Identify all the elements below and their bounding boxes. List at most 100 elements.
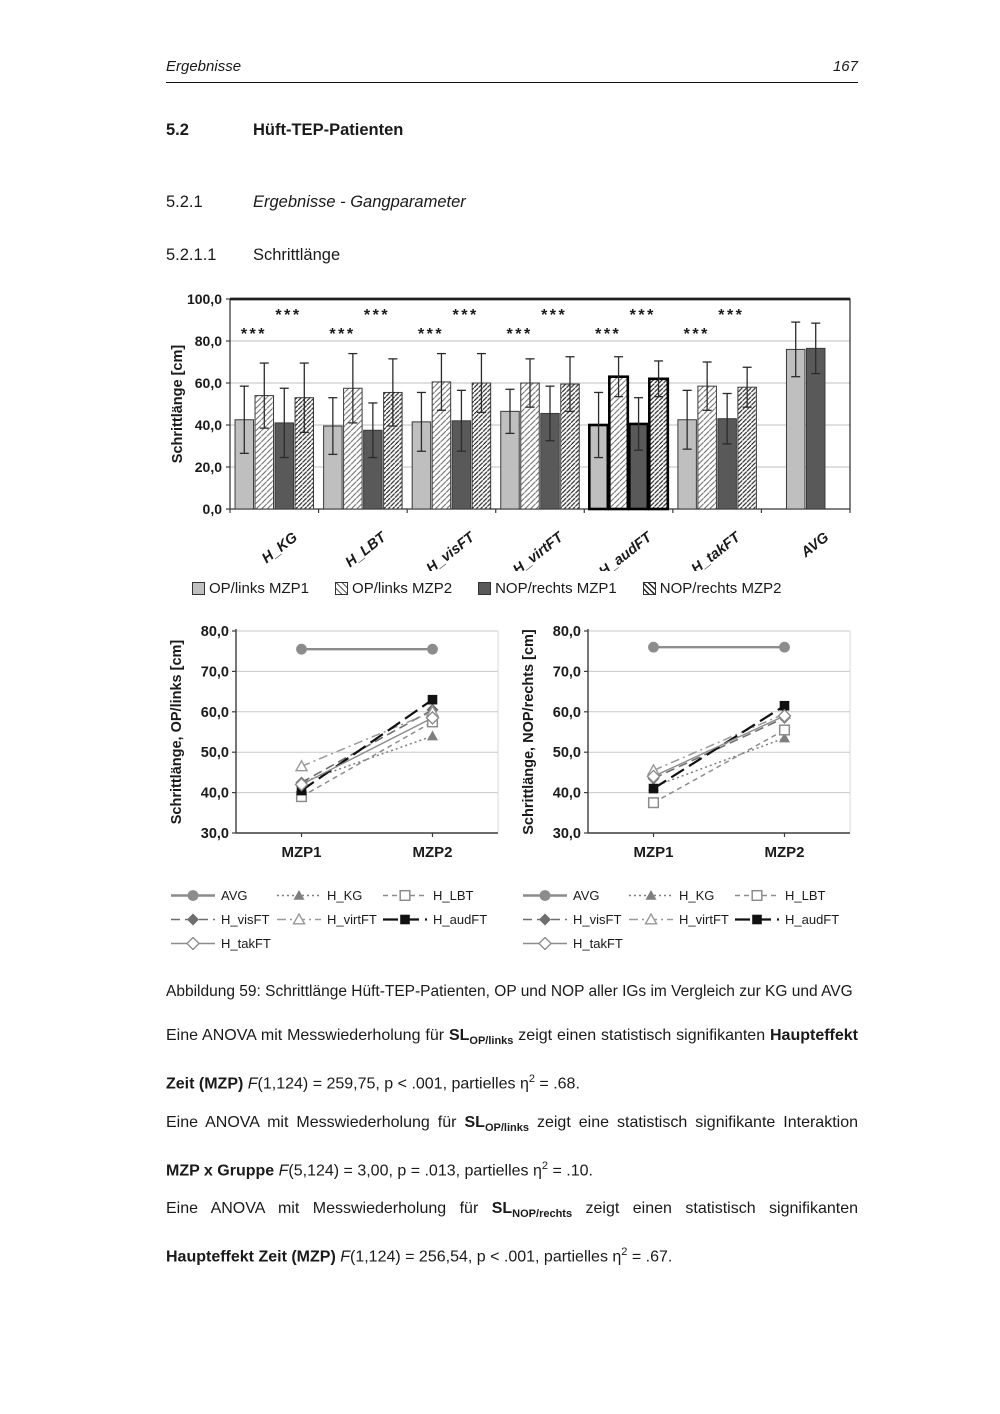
- legend-line-sample-icon: [383, 914, 427, 925]
- svg-text:***: ***: [507, 326, 533, 343]
- legend-swatch-icon: [335, 582, 349, 595]
- svg-text:20,0: 20,0: [195, 459, 222, 475]
- svg-text:60,0: 60,0: [195, 375, 222, 391]
- section-heading-5-2-1: 5.2.1 Ergebnisse - Gangparameter: [166, 193, 858, 212]
- line-legend-item: H_KG: [276, 888, 382, 903]
- legend-line-sample-icon: [629, 913, 673, 925]
- svg-text:H_audFT: H_audFT: [596, 529, 656, 571]
- legend-line-sample-icon: [735, 889, 779, 902]
- legend-label: H_LBT: [785, 888, 826, 903]
- line-legend-item: H_audFT: [734, 912, 852, 927]
- svg-text:60,0: 60,0: [553, 705, 581, 721]
- svg-text:***: ***: [453, 307, 479, 324]
- line-charts-row: 30,0 40,0 50,0 60,0 70,0 80,0 MZP1 MZP2 Schrittl…: [166, 621, 858, 951]
- line-legend-item: H_takFT: [170, 936, 276, 951]
- page-number: 167: [832, 58, 858, 75]
- line-chart-op-links: 30,0 40,0 50,0 60,0 70,0 80,0 MZP1 MZP2 Schrittl…: [169, 624, 499, 861]
- legend-label: NOP/rechts MZP2: [659, 580, 782, 597]
- legend-line-sample-icon: [383, 889, 427, 902]
- legend-line-sample-icon: [629, 890, 673, 900]
- svg-text:Schrittlänge, NOP/rechts [cm]: Schrittlänge, NOP/rechts [cm]: [521, 629, 537, 835]
- svg-text:50,0: 50,0: [553, 745, 581, 761]
- legend-line-sample-icon: [171, 890, 215, 901]
- running-header-title: Ergebnisse: [166, 58, 242, 75]
- legend-label: H_LBT: [433, 888, 474, 903]
- paragraph: Eine ANOVA mit Messwiederholung für SLOP…: [166, 1027, 859, 1093]
- line-legend-item: AVG: [522, 888, 628, 903]
- legend-line-sample-icon: [277, 890, 321, 900]
- legend-line-sample-icon: [523, 913, 567, 926]
- legend-label: H_virtFT: [327, 912, 377, 927]
- svg-text:H_LBT: H_LBT: [343, 529, 391, 571]
- line-legend-item: AVG: [170, 888, 276, 903]
- bar-chart: 0,0 20,0 40,0 60,0 80,0 100,0 Schrittlänge [cm…: [170, 291, 851, 580]
- legend-label: H_KG: [327, 888, 363, 903]
- svg-text:60,0: 60,0: [201, 705, 229, 721]
- svg-text:***: ***: [684, 326, 710, 343]
- line-chart-legend-op-links: AVG H_KG H_LBT H_visFT H_virtFT H_audFT H_takF…: [170, 888, 506, 951]
- legend-swatch-icon: [642, 582, 656, 595]
- legend-label: H_KG: [679, 888, 715, 903]
- line-chart-figure-nop-rechts: 30,0 40,0 50,0 60,0 70,0 80,0 MZP1 MZP2 Schrittl…: [518, 621, 858, 951]
- legend-line-sample-icon: [523, 890, 567, 901]
- legend-label: H_visFT: [221, 912, 270, 927]
- line-legend-item: H_visFT: [522, 912, 628, 927]
- svg-text:100,0: 100,0: [187, 291, 222, 307]
- bar-legend-item: NOP/rechts MZP2: [642, 580, 782, 597]
- line-legend-item: H_KG: [628, 888, 734, 903]
- line-legend-item: H_virtFT: [276, 912, 382, 927]
- legend-label: AVG: [221, 888, 248, 903]
- svg-text:***: ***: [241, 326, 267, 343]
- svg-text:0,0: 0,0: [203, 501, 223, 517]
- page-content: Ergebnisse 167 5.2 Hüft-TEP-Patienten 5.2…: [166, 0, 858, 1277]
- legend-label: H_virtFT: [679, 912, 729, 927]
- svg-text:Schrittlänge, OP/links [cm]: Schrittlänge, OP/links [cm]: [169, 640, 185, 825]
- svg-text:70,0: 70,0: [201, 664, 229, 680]
- section-heading-5-2-1-1: 5.2.1.1 Schrittlänge: [166, 246, 858, 265]
- svg-text:50,0: 50,0: [201, 745, 229, 761]
- svg-text:80,0: 80,0: [195, 333, 222, 349]
- svg-text:***: ***: [541, 307, 567, 324]
- header-rule: [166, 82, 858, 83]
- legend-label: H_takFT: [573, 936, 623, 951]
- section-title: Schrittlänge: [253, 246, 341, 264]
- bar-chart-legend: OP/links MZP1 OP/links MZP2 NOP/rechts MZP…: [192, 580, 858, 597]
- svg-text:80,0: 80,0: [553, 624, 581, 640]
- line-legend-item: H_visFT: [170, 912, 276, 927]
- svg-text:30,0: 30,0: [201, 826, 229, 842]
- svg-text:***: ***: [364, 307, 390, 324]
- legend-line-sample-icon: [171, 937, 215, 950]
- svg-text:***: ***: [329, 326, 355, 343]
- section-number: 5.2.1: [166, 193, 203, 211]
- section-number: 5.2: [166, 121, 189, 139]
- legend-line-sample-icon: [277, 913, 321, 925]
- section-heading-5-2: 5.2 Hüft-TEP-Patienten: [166, 121, 858, 140]
- legend-line-sample-icon: [171, 913, 215, 926]
- svg-text:***: ***: [630, 307, 656, 324]
- legend-label: AVG: [573, 888, 600, 903]
- section-number: 5.2.1.1: [166, 246, 217, 264]
- svg-text:H_visFT: H_visFT: [424, 529, 479, 571]
- svg-text:70,0: 70,0: [553, 664, 581, 680]
- section-title: Hüft-TEP-Patienten: [253, 121, 404, 139]
- svg-text:***: ***: [718, 307, 744, 324]
- svg-text:MZP2: MZP2: [412, 844, 452, 861]
- line-legend-item: H_takFT: [522, 936, 628, 951]
- line-chart-figure-op-links: 30,0 40,0 50,0 60,0 70,0 80,0 MZP1 MZP2 Schrittl…: [166, 621, 506, 951]
- legend-label: H_visFT: [573, 912, 622, 927]
- legend-line-sample-icon: [523, 937, 567, 950]
- legend-swatch-icon: [192, 582, 205, 595]
- paragraph: Eine ANOVA mit Messwiederholung für SLNO…: [166, 1200, 859, 1266]
- running-header: Ergebnisse 167: [166, 0, 858, 75]
- svg-text:MZP1: MZP1: [281, 844, 321, 861]
- bar-legend-item: NOP/rechts MZP1: [478, 580, 617, 597]
- line-legend-item: H_audFT: [382, 912, 500, 927]
- svg-text:30,0: 30,0: [553, 826, 581, 842]
- legend-label: OP/links MZP2: [352, 580, 453, 597]
- figure-caption: Abbildung 59: Schrittlänge Hüft-TEP-Pati…: [166, 983, 853, 1000]
- line-legend-item: H_LBT: [382, 888, 500, 903]
- bar-chart-figure: 0,0 20,0 40,0 60,0 80,0 100,0 Schrittlänge [cm…: [166, 291, 858, 597]
- line-legend-item: H_LBT: [734, 888, 852, 903]
- svg-text:MZP1: MZP1: [633, 844, 673, 861]
